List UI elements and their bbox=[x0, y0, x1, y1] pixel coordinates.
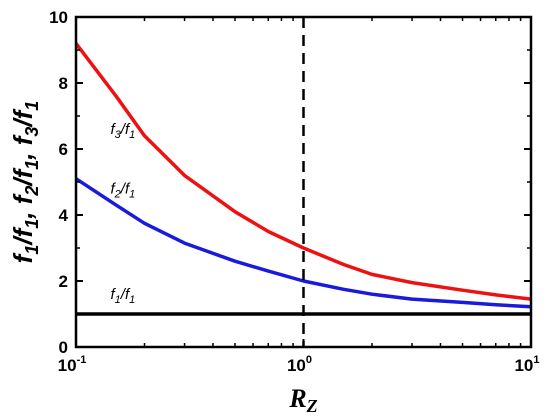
x-tick-label: 101 bbox=[514, 354, 539, 375]
y-axis-label-text: /f bbox=[8, 167, 38, 186]
y-tick-label: 6 bbox=[59, 140, 68, 159]
annotation-numerator: f bbox=[110, 121, 116, 138]
x-axis-label-main: R bbox=[288, 384, 306, 413]
annotation-denominator: f bbox=[125, 286, 131, 303]
y-axis-label: f1/f1, f2/f1, f3/f1 bbox=[8, 101, 42, 264]
x-tick-base: 10 bbox=[514, 356, 533, 375]
series-annotation-f3: f3/f1 bbox=[110, 121, 135, 141]
x-axis-label-subscript: Z bbox=[306, 396, 318, 416]
y-axis-label-text: /f bbox=[8, 226, 38, 245]
y-axis-label-subscript: 1 bbox=[22, 160, 42, 170]
x-tick-label: 10-1 bbox=[58, 354, 87, 375]
y-tick-label: 8 bbox=[59, 74, 68, 93]
y-axis-label-subscript: 1 bbox=[22, 245, 42, 255]
series-annotation-f1: f1/f1 bbox=[110, 286, 135, 306]
annotation-slash: / bbox=[120, 286, 127, 303]
y-tick-label: 4 bbox=[59, 206, 69, 225]
series-annotation-f2: f2/f1 bbox=[110, 181, 135, 201]
x-axis-label: RZ bbox=[288, 384, 317, 416]
series-line-f2 bbox=[75, 177, 532, 309]
y-tick-label: 10 bbox=[49, 8, 68, 27]
y-axis-label-text: f bbox=[8, 252, 38, 263]
x-tick-base: 10 bbox=[58, 356, 77, 375]
annotation-denominator: f bbox=[125, 181, 131, 198]
x-tick-exponent: 1 bbox=[533, 354, 539, 366]
annotation-denominator-subscript: 1 bbox=[129, 294, 135, 306]
x-tick-base: 10 bbox=[287, 356, 306, 375]
y-axis-label-text: /f bbox=[8, 108, 38, 127]
y-axis-label-text: , f bbox=[8, 193, 38, 219]
annotation-numerator: f bbox=[110, 286, 116, 303]
y-tick-label: 2 bbox=[59, 272, 68, 291]
y-axis-label-subscript: 2 bbox=[22, 186, 42, 197]
annotation-denominator: f bbox=[125, 121, 131, 138]
annotation-numerator-subscript: 1 bbox=[115, 294, 121, 306]
annotation-numerator-subscript: 3 bbox=[115, 129, 122, 141]
x-tick-exponent: -1 bbox=[77, 354, 87, 366]
annotation-slash: / bbox=[120, 181, 127, 198]
x-tick-label: 100 bbox=[287, 354, 312, 375]
y-tick-label: 0 bbox=[59, 338, 68, 357]
series-line-f3 bbox=[74, 42, 532, 301]
annotation-numerator-subscript: 2 bbox=[114, 189, 121, 201]
annotation-denominator-subscript: 1 bbox=[129, 189, 135, 201]
annotation-slash: / bbox=[120, 121, 127, 138]
x-tick-exponent: 0 bbox=[306, 354, 312, 366]
y-axis-label-text: , f bbox=[8, 134, 38, 160]
y-axis-label-subscript: 3 bbox=[22, 127, 42, 137]
y-axis-label-subscript: 1 bbox=[22, 101, 42, 111]
y-axis-label-subscript: 1 bbox=[22, 219, 42, 229]
annotation-denominator-subscript: 1 bbox=[129, 129, 135, 141]
annotation-numerator: f bbox=[110, 181, 116, 198]
